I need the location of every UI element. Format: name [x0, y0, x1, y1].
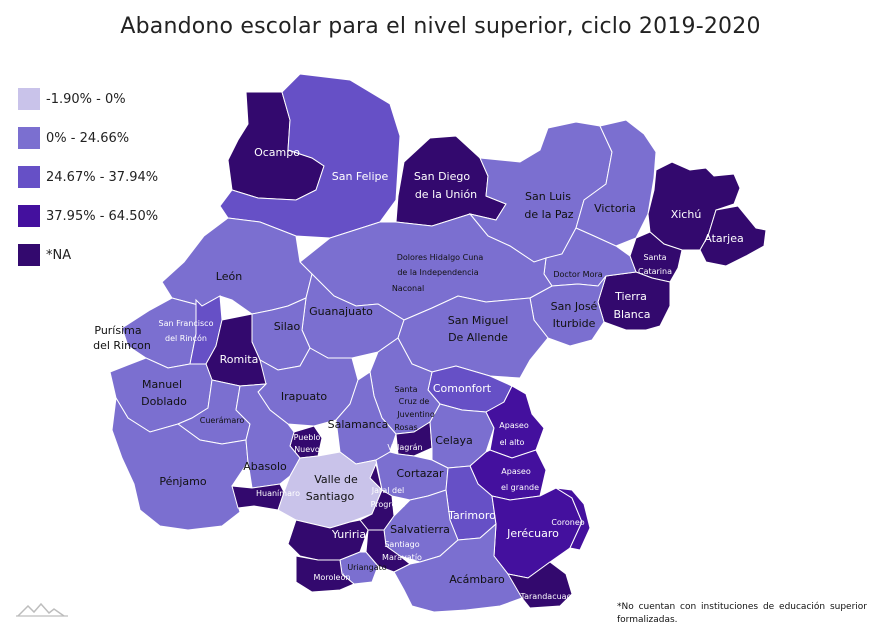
municipality-label-san-diego-de-la-union: San Diego — [414, 170, 470, 183]
municipality-label-salvatierra: Salvatierra — [390, 523, 450, 536]
municipality-label-san-luis-de-la-paz: San Luis — [525, 190, 571, 203]
legend-item: 0% - 24.66% — [18, 127, 158, 149]
municipality-regions — [109, 73, 767, 613]
municipality-label-san-jose-iturbide: San José — [551, 300, 598, 313]
legend-item: -1.90% - 0% — [18, 88, 158, 110]
legend-item: 24.67% - 37.94% — [18, 166, 158, 188]
municipality-label-romita: Romita — [220, 353, 259, 366]
municipality-label-santiago-maravatio: Santiago — [384, 540, 419, 549]
municipality-label-moroleon: Moroleón — [314, 572, 351, 582]
municipality-atarjea — [699, 205, 767, 267]
municipality-label-leon: León — [216, 270, 242, 283]
municipality-label-san-luis-de-la-paz: de la Paz — [524, 208, 573, 221]
municipality-label-penjamo: Pénjamo — [159, 475, 206, 488]
municipality-label-santa-cruz-de-juventino-rosas: Cruz de — [399, 397, 430, 406]
municipality-label-villagran: Villagrán — [387, 443, 422, 452]
municipality-label-celaya: Celaya — [435, 434, 473, 447]
municipality-label-santiago-maravatio: Maravatío — [382, 553, 422, 562]
municipality-label-tarandacuao: Tarandacuao — [520, 592, 572, 601]
municipality-label-huanimaro: Huanímaro — [256, 489, 300, 498]
municipality-label-san-felipe: San Felipe — [332, 170, 389, 183]
municipality-label-santa-catarina: Santa — [643, 253, 666, 262]
municipality-coroneo — [555, 487, 591, 551]
municipality-victoria — [575, 119, 657, 247]
municipality-label-dolores-hidalgo-cuna-de-la-independencia-naconal: Dolores Hidalgo Cuna — [397, 253, 484, 262]
municipality-label-san-diego-de-la-union: de la Unión — [415, 188, 477, 201]
municipality-moroleon — [295, 555, 355, 593]
municipality-label-acambaro: Acámbaro — [449, 573, 505, 586]
municipality-label-uriangato: Uriangato — [347, 563, 386, 572]
municipality-label-coroneo: Coroneo — [551, 518, 584, 527]
municipality-label-atarjea: Atarjea — [704, 232, 743, 245]
legend-label: 0% - 24.66% — [46, 130, 130, 146]
legend-label: 37.95% - 64.50% — [46, 208, 159, 224]
municipality-label-jaral-del-progreso: Progreso — [371, 500, 406, 509]
municipality-label-santa-cruz-de-juventino-rosas: Santa — [394, 385, 417, 394]
legend-label: *NA — [46, 247, 72, 263]
legend-label: -1.90% - 0% — [46, 91, 126, 107]
municipality-label-valle-de-santiago: Valle de — [314, 473, 358, 486]
municipality-label-ocampo: Ocampo — [254, 146, 300, 159]
legend-label: 24.67% - 37.94% — [46, 169, 159, 185]
municipality-label-dolores-hidalgo-cuna-de-la-independencia-naconal: de la Independencia — [397, 268, 478, 277]
municipality-label-purisima-del-rincon: del Rincon — [93, 339, 151, 352]
municipality-label-doctor-mora: Doctor Mora — [553, 270, 602, 279]
municipality-label-tierra-blanca: Blanca — [613, 308, 650, 321]
municipality-label-tierra-blanca: Tierra — [614, 290, 647, 303]
municipality-label-irapuato: Irapuato — [281, 390, 328, 403]
legend-swatch — [18, 205, 40, 227]
municipality-label-jerecuaro: Jerécuaro — [506, 527, 559, 540]
legend-item: 37.95% - 64.50% — [18, 205, 158, 227]
legend-swatch — [18, 244, 40, 266]
municipality-label-santa-cruz-de-juventino-rosas: Juventino — [396, 410, 435, 419]
footnote: *No cuentan con instituciones de educaci… — [617, 602, 867, 625]
municipality-labels: Ocampo San Felipe San Diego de la Unión San … — [93, 146, 744, 601]
municipality-label-xichu: Xichú — [671, 208, 702, 221]
municipality-label-valle-de-santiago: Santiago — [306, 490, 355, 503]
municipality-label-pueblo-nuevo: Nuevo — [294, 445, 320, 454]
legend: -1.90% - 0% 0% - 24.66% 24.67% - 37.94% … — [18, 88, 158, 283]
municipality-label-comonfort: Comonfort — [433, 382, 492, 395]
municipality-label-san-francisco-del-rincon: San Francisco — [159, 319, 214, 328]
municipality-label-manuel-doblado: Manuel — [142, 378, 182, 391]
municipality-label-dolores-hidalgo-cuna-de-la-independencia-naconal: Naconal — [392, 284, 424, 293]
legend-item: *NA — [18, 244, 158, 266]
municipality-label-victoria: Victoria — [594, 202, 636, 215]
municipality-label-cortazar: Cortazar — [396, 467, 444, 480]
municipality-label-apaseo-el-grande: Apaseo — [501, 467, 531, 476]
municipality-label-purisima-del-rincon: Purísima — [94, 324, 141, 337]
municipality-label-apaseo-el-alto: el alto — [500, 438, 525, 447]
municipality-label-guanajuato: Guanajuato — [309, 305, 373, 318]
map-title: Abandono escolar para el nivel superior,… — [120, 14, 761, 39]
municipality-label-salamanca: Salamanca — [328, 418, 389, 431]
municipality-label-yuriria: Yuriria — [331, 528, 366, 541]
municipality-label-tarimoro: Tarimoro — [447, 509, 496, 522]
municipality-label-san-miguel-de-allende: San Miguel — [448, 314, 509, 327]
municipality-label-jaral-del-progreso: Jaral del — [371, 486, 404, 495]
municipality-label-apaseo-el-grande: el grande — [501, 483, 539, 492]
municipality-tarandacuao — [507, 561, 573, 609]
legend-swatch — [18, 88, 40, 110]
mountain-logo-icon — [16, 602, 68, 617]
municipality-apaseo-el-alto — [485, 385, 545, 459]
municipality-label-san-jose-iturbide: Iturbide — [553, 317, 596, 330]
legend-swatch — [18, 127, 40, 149]
municipality-label-pueblo-nuevo: Pueblo — [294, 433, 321, 442]
municipality-label-san-miguel-de-allende: De Allende — [448, 331, 508, 344]
municipality-label-cueramaro: Cuerámaro — [200, 416, 245, 425]
municipality-label-manuel-doblado: Doblado — [141, 395, 187, 408]
municipality-label-silao: Silao — [274, 320, 301, 333]
legend-swatch — [18, 166, 40, 188]
municipality-label-santa-catarina: Catarina — [638, 267, 672, 276]
municipality-huanimaro — [231, 483, 285, 511]
municipality-label-santa-cruz-de-juventino-rosas: Rosas — [394, 423, 417, 432]
municipality-label-apaseo-el-alto: Apaseo — [499, 421, 529, 430]
municipality-label-san-francisco-del-rincon: del Rincón — [165, 333, 207, 343]
municipality-label-abasolo: Abasolo — [243, 460, 287, 473]
